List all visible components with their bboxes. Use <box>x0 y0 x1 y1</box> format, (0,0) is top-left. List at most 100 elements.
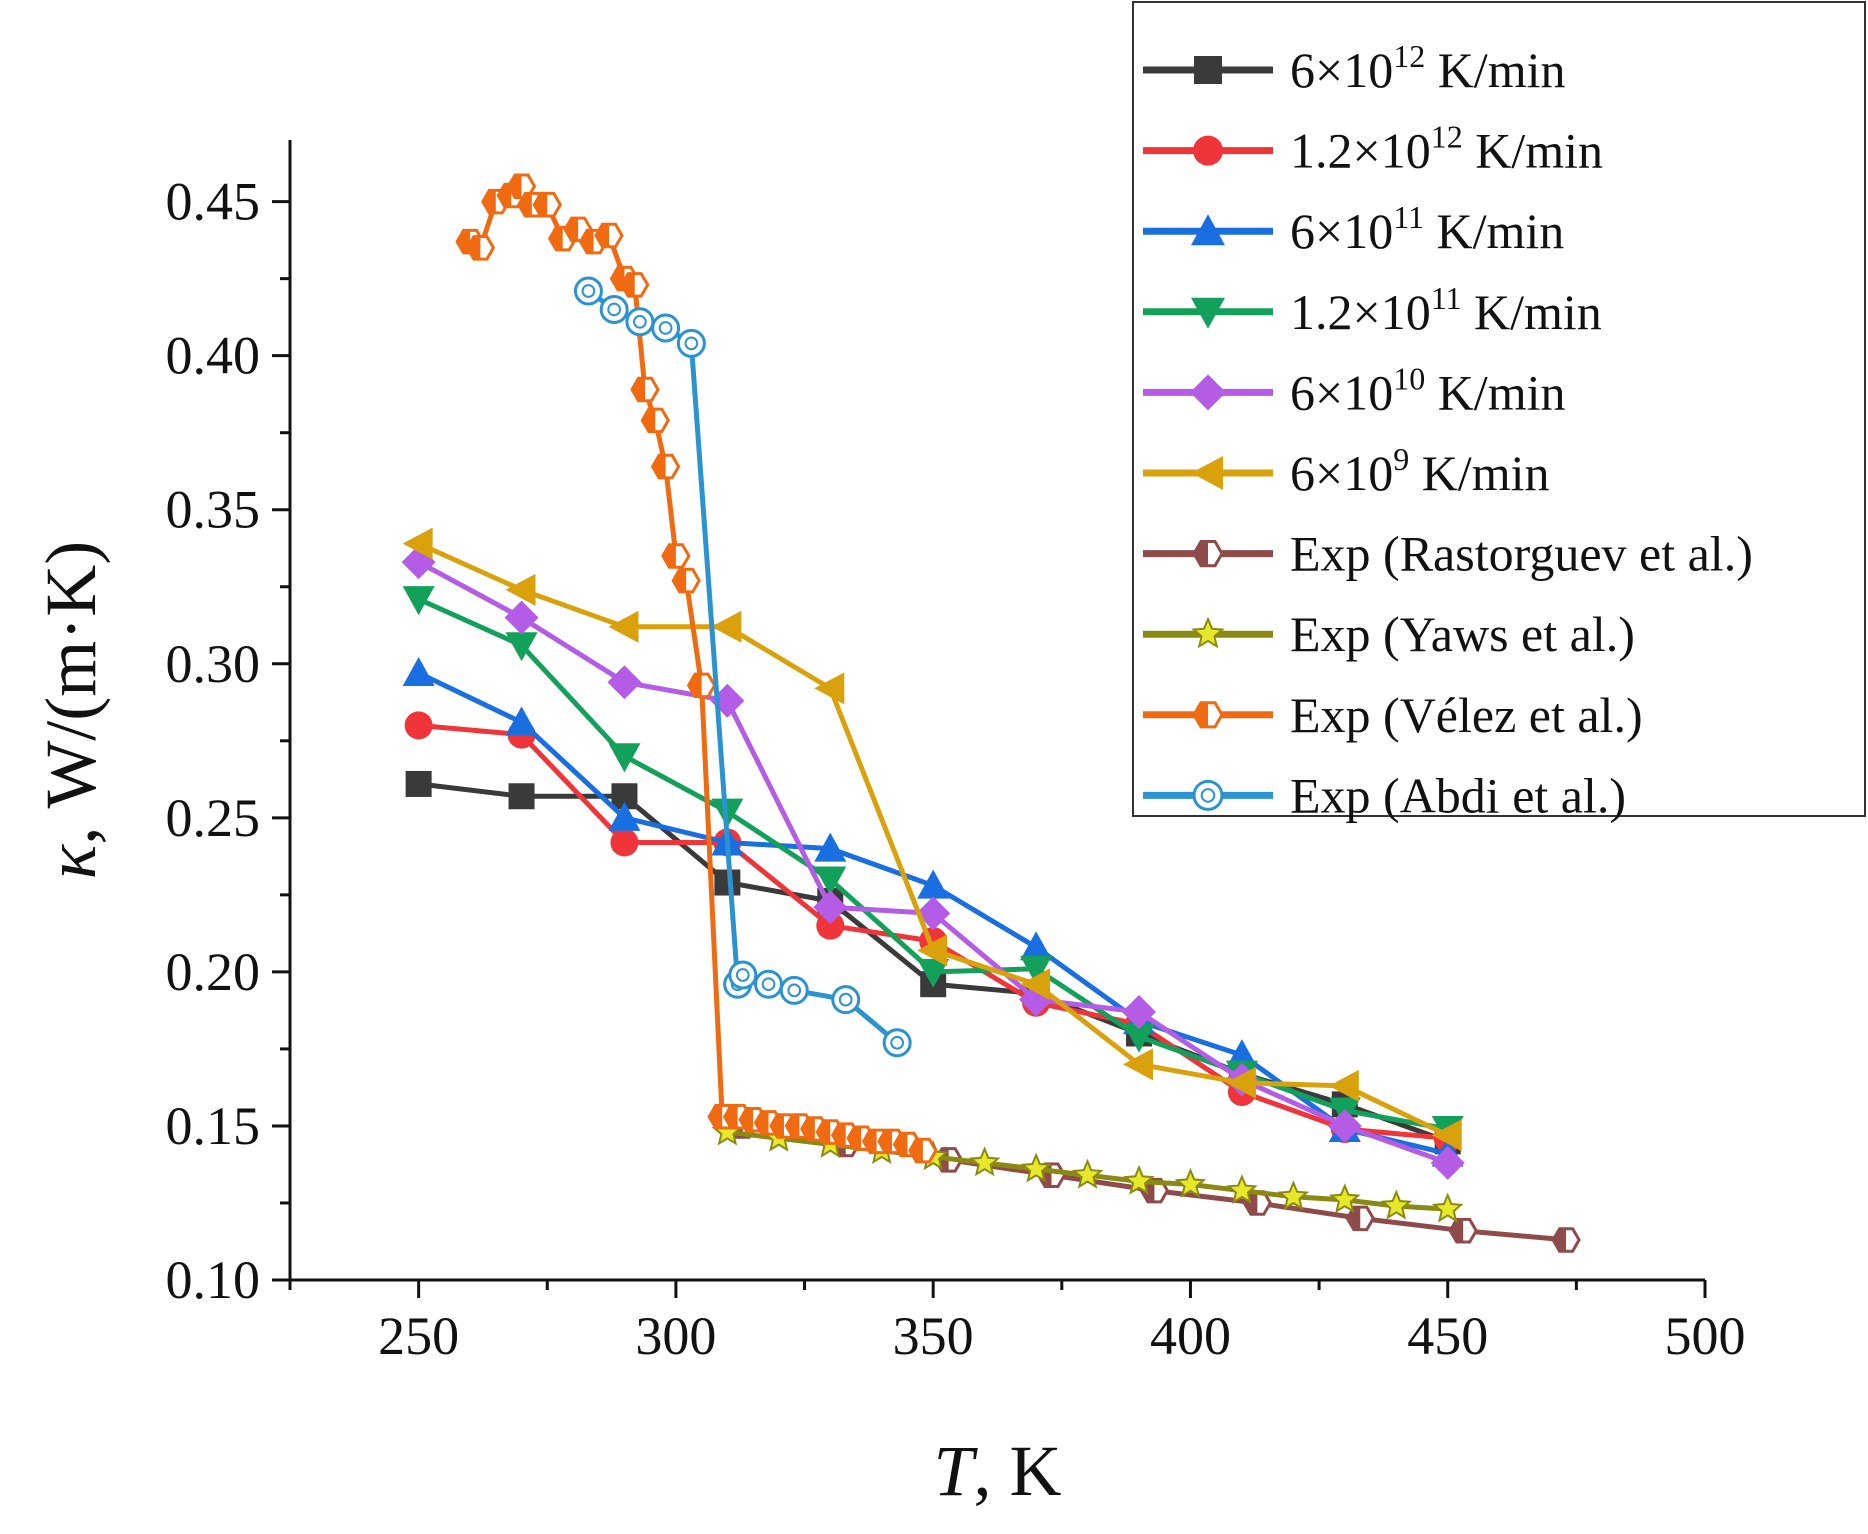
marker-circle-open <box>754 969 784 999</box>
legend-label: Exp (Abdi et al.) <box>1290 767 1626 823</box>
marker-circle-inner <box>838 992 853 1007</box>
marker-triangle-left <box>814 672 845 705</box>
legend-label: 1.2×1011 K/min <box>1290 280 1602 340</box>
marker-hexagon-fill <box>755 1111 769 1135</box>
y-axis-label-unit: , W/(m·K) <box>31 541 111 845</box>
x-tick-label: 400 <box>1150 1306 1231 1366</box>
marker-circle <box>404 711 433 740</box>
x-tick-label: 450 <box>1407 1306 1488 1366</box>
marker-triangle-left <box>608 610 639 643</box>
y-axis-label: κ, W/(m·K) <box>31 541 111 879</box>
marker-hexagon-fill <box>467 236 481 260</box>
marker-hexagon-fill <box>863 1130 877 1153</box>
legend-label: 6×1011 K/min <box>1290 199 1564 259</box>
marker-triangle-up <box>1020 931 1053 961</box>
legend-label: Exp (Yaws et al.) <box>1290 606 1635 662</box>
marker-diamond <box>504 600 539 635</box>
marker-triangle-left <box>1020 968 1051 1001</box>
marker-square <box>1194 56 1222 84</box>
legend-label-unit: K/min <box>1409 445 1549 501</box>
marker-hexagon <box>908 1137 938 1164</box>
marker-hexagon <box>1551 1227 1581 1253</box>
y-tick-label: 0.35 <box>166 480 261 540</box>
legend-item: Exp (Yaws et al.) <box>1143 606 1635 662</box>
marker-hexagon <box>661 543 691 569</box>
marker-circle-outer <box>779 975 809 1005</box>
plot-area <box>401 173 1581 1253</box>
marker-circle-outer <box>625 307 655 337</box>
marker-hexagon-fill <box>580 230 594 253</box>
marker-hexagon-fill <box>1194 541 1208 566</box>
legend-label-unit: K/min <box>1424 203 1564 259</box>
marker-star <box>1277 1180 1310 1211</box>
marker-hexagon <box>640 407 671 434</box>
marker-circle-open <box>831 985 861 1015</box>
marker-circle-outer <box>882 1028 912 1058</box>
marker-hexagon-fill <box>724 1105 738 1128</box>
legend-label: 1.2×1012 K/min <box>1290 119 1603 179</box>
marker-hexagon <box>686 672 717 699</box>
legend-label-exponent: 9 <box>1393 441 1409 477</box>
marker-circle-open <box>728 960 758 990</box>
legend-label-base: 6×10 <box>1290 42 1393 98</box>
marker-circle-inner <box>787 983 802 998</box>
marker-circle-open <box>676 328 706 358</box>
marker-hexagon-fill <box>909 1139 923 1162</box>
marker-triangle-down <box>1020 955 1053 985</box>
legend-label: 6×1010 K/min <box>1290 360 1566 420</box>
marker-circle-open <box>651 313 681 343</box>
marker-circle-outer <box>599 294 629 324</box>
legend-item: 6×1011 K/min <box>1143 199 1564 259</box>
marker-hexagon <box>1192 701 1224 729</box>
marker-hexagon-fill <box>801 1117 815 1141</box>
marker-circle-outer <box>651 313 681 343</box>
marker-triangle-up <box>402 657 435 687</box>
legend-label-exponent: 10 <box>1393 360 1425 396</box>
y-tick-label: 0.40 <box>166 326 261 386</box>
marker-triangle-down <box>814 866 847 896</box>
marker-circle-outer <box>754 969 784 999</box>
marker-circle-outer <box>573 276 603 306</box>
marker-triangle-down <box>505 632 538 662</box>
legend-label-unit: K/min <box>1425 42 1565 98</box>
marker-triangle-left <box>505 573 536 606</box>
marker-star <box>1123 1164 1155 1195</box>
marker-circle-outer <box>676 328 706 358</box>
y-tick-label: 0.25 <box>166 788 261 848</box>
marker-hexagon <box>465 235 496 261</box>
legend-label: Exp (Rastorguev et al.) <box>1290 526 1753 582</box>
marker-triangle-up <box>608 801 641 831</box>
marker-hexagon-fill <box>621 273 635 297</box>
legend-label-unit: K/min <box>1462 284 1602 340</box>
legend-label-exponent: 12 <box>1393 38 1425 74</box>
marker-square <box>405 770 432 797</box>
series-exp-abdi-et-al <box>573 276 912 1058</box>
marker-star <box>1226 1173 1258 1205</box>
legend-label-base: 1.2×10 <box>1290 123 1431 179</box>
legend-item: 1.2×1011 K/min <box>1143 280 1602 340</box>
marker-triangle-down <box>608 743 641 773</box>
marker-star <box>1174 1167 1207 1198</box>
marker-circle-inner <box>658 321 673 335</box>
marker-triangle-left <box>711 610 742 643</box>
marker-square <box>508 783 535 810</box>
marker-hexagon-fill <box>596 224 610 247</box>
marker-diamond <box>607 665 642 700</box>
y-tick-label: 0.10 <box>166 1250 261 1310</box>
marker-hexagon-fill <box>642 409 656 432</box>
marker-triangle-down <box>1123 1023 1155 1053</box>
marker-hexagon-fill <box>652 455 666 478</box>
marker-circle <box>1193 135 1223 166</box>
marker-circle-inner <box>684 336 699 351</box>
marker-star <box>968 1146 1001 1177</box>
legend-label: Exp (Vélez et al.) <box>1290 687 1643 743</box>
marker-triangle-left <box>1191 456 1223 490</box>
marker-circle-open <box>779 975 809 1005</box>
marker-circle-inner <box>607 302 622 317</box>
marker-hexagon-fill <box>632 378 646 401</box>
x-tick-label: 350 <box>893 1306 974 1366</box>
marker-hexagon <box>1448 1217 1478 1244</box>
marker-circle-inner <box>761 977 776 992</box>
marker-circle-outer <box>1192 779 1224 811</box>
